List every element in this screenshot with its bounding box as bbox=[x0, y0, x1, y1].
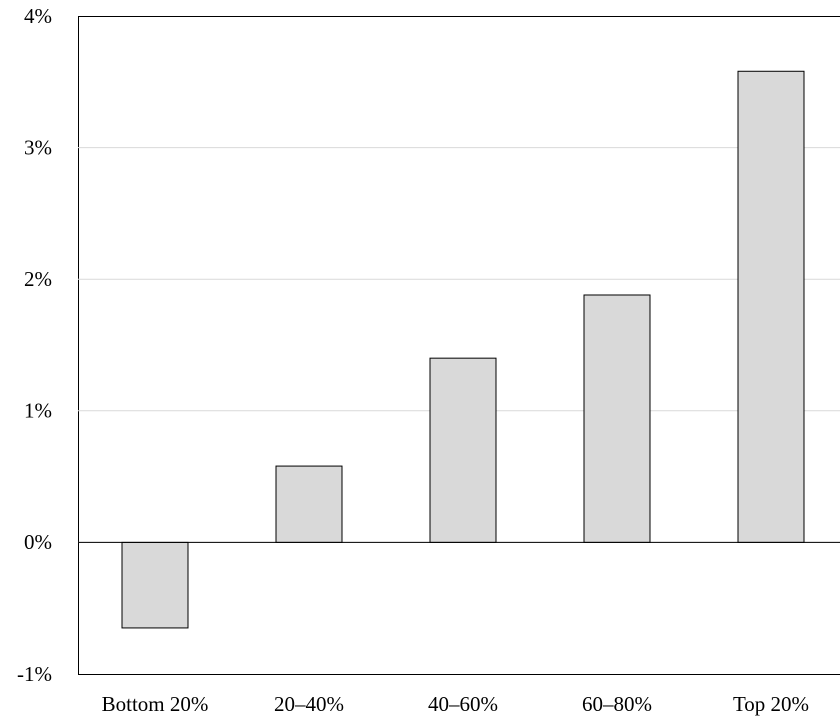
x-tick-label: 40–60% bbox=[428, 692, 498, 716]
bar bbox=[275, 465, 343, 543]
bar bbox=[429, 357, 497, 543]
y-tick-label: 1% bbox=[24, 399, 52, 423]
bar bbox=[121, 541, 189, 629]
y-tick-label: 2% bbox=[24, 267, 52, 291]
plot-frame bbox=[78, 16, 840, 675]
x-tick-label: 20–40% bbox=[274, 692, 344, 716]
bar bbox=[583, 294, 651, 543]
x-tick-label: Bottom 20% bbox=[102, 692, 209, 716]
bar bbox=[737, 70, 805, 543]
y-tick-label: 4% bbox=[24, 4, 52, 28]
x-tick-label: 60–80% bbox=[582, 692, 652, 716]
y-tick-label: -1% bbox=[17, 662, 52, 686]
x-tick-label: Top 20% bbox=[733, 692, 809, 716]
y-tick-label: 0% bbox=[24, 530, 52, 554]
y-tick-label: 3% bbox=[24, 135, 52, 159]
